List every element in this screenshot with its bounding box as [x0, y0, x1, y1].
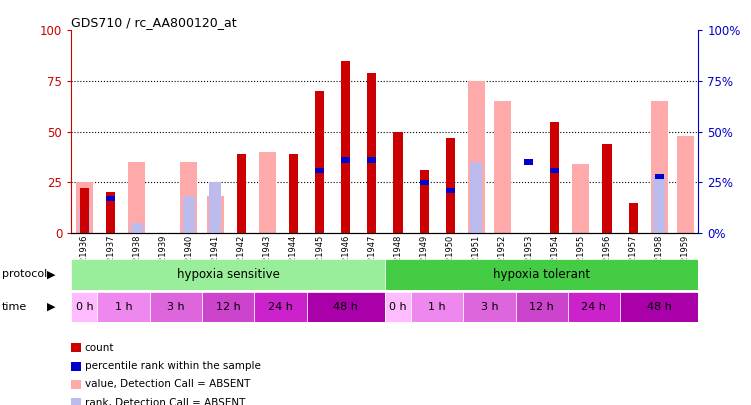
Bar — [385, 259, 698, 290]
Bar — [315, 168, 324, 173]
Bar — [202, 292, 255, 322]
Text: 3 h: 3 h — [167, 302, 185, 312]
Bar — [651, 101, 668, 233]
Bar — [128, 162, 145, 233]
Bar — [468, 81, 485, 233]
Bar — [259, 152, 276, 233]
Text: 24 h: 24 h — [268, 302, 293, 312]
Bar — [445, 188, 455, 193]
Text: ▶: ▶ — [47, 302, 56, 312]
Text: time: time — [2, 302, 27, 312]
Bar — [80, 188, 89, 233]
Bar — [411, 292, 463, 322]
Bar — [76, 182, 93, 233]
Bar — [602, 144, 611, 233]
Bar — [445, 138, 455, 233]
Bar — [131, 223, 143, 233]
Bar — [470, 162, 482, 233]
Bar — [494, 101, 511, 233]
Bar — [237, 154, 246, 233]
Bar — [463, 292, 515, 322]
Bar — [367, 158, 376, 162]
Bar — [341, 158, 350, 162]
Text: 24 h: 24 h — [581, 302, 606, 312]
Text: 0 h: 0 h — [389, 302, 407, 312]
Text: 12 h: 12 h — [216, 302, 240, 312]
Bar — [550, 168, 559, 173]
Bar — [106, 196, 115, 201]
Bar — [79, 209, 90, 233]
Bar — [207, 196, 224, 233]
Text: rank, Detection Call = ABSENT: rank, Detection Call = ABSENT — [85, 398, 246, 405]
Bar — [677, 136, 694, 233]
Text: protocol: protocol — [2, 269, 47, 279]
Bar — [385, 292, 411, 322]
Bar — [572, 164, 590, 233]
Text: hypoxia sensitive: hypoxia sensitive — [176, 268, 279, 281]
Bar — [98, 292, 149, 322]
Bar — [210, 182, 221, 233]
Bar — [420, 170, 429, 233]
Bar — [550, 122, 559, 233]
Text: count: count — [85, 343, 114, 353]
Bar — [289, 154, 298, 233]
Text: percentile rank within the sample: percentile rank within the sample — [85, 361, 261, 371]
Bar — [620, 292, 698, 322]
Text: value, Detection Call = ABSENT: value, Detection Call = ABSENT — [85, 379, 250, 389]
Bar — [106, 192, 115, 233]
Bar — [367, 73, 376, 233]
Bar — [315, 91, 324, 233]
Bar — [183, 196, 195, 233]
Bar — [655, 174, 664, 179]
Bar — [180, 162, 198, 233]
Text: 48 h: 48 h — [333, 302, 358, 312]
Text: 1 h: 1 h — [428, 302, 446, 312]
Text: 1 h: 1 h — [115, 302, 132, 312]
Bar — [306, 292, 385, 322]
Bar — [394, 132, 403, 233]
Bar — [255, 292, 306, 322]
Bar — [71, 292, 98, 322]
Bar — [629, 202, 638, 233]
Bar — [568, 292, 620, 322]
Bar — [420, 180, 429, 185]
Text: 48 h: 48 h — [647, 302, 671, 312]
Bar — [149, 292, 202, 322]
Text: GDS710 / rc_AA800120_at: GDS710 / rc_AA800120_at — [71, 16, 237, 29]
Text: 3 h: 3 h — [481, 302, 498, 312]
Bar — [524, 160, 533, 164]
Text: hypoxia tolerant: hypoxia tolerant — [493, 268, 590, 281]
Bar — [341, 61, 350, 233]
Text: 12 h: 12 h — [529, 302, 554, 312]
Bar — [71, 259, 385, 290]
Bar — [515, 292, 568, 322]
Text: ▶: ▶ — [47, 269, 56, 279]
Text: 0 h: 0 h — [76, 302, 93, 312]
Bar — [653, 176, 665, 233]
